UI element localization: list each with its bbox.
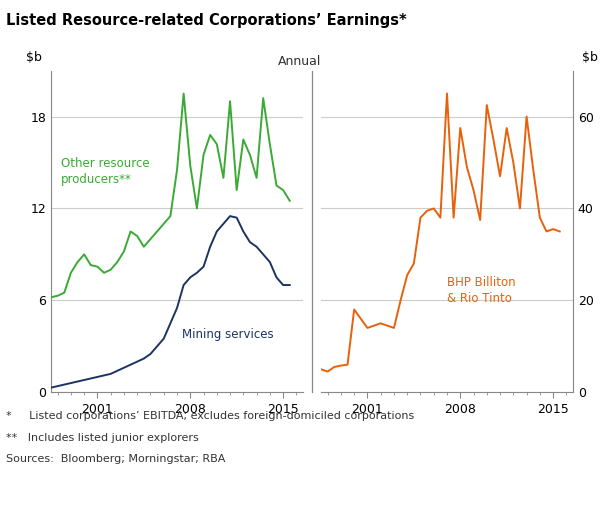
Text: BHP Billiton
& Rio Tinto: BHP Billiton & Rio Tinto: [447, 277, 515, 305]
Text: Other resource
producers**: Other resource producers**: [61, 157, 150, 186]
Text: $b: $b: [583, 51, 598, 64]
Text: Annual: Annual: [278, 55, 322, 68]
Text: Mining services: Mining services: [182, 328, 274, 341]
Text: $b: $b: [26, 51, 41, 64]
Text: Sources:  Bloomberg; Morningstar; RBA: Sources: Bloomberg; Morningstar; RBA: [6, 454, 226, 464]
Text: *     Listed corporations’ EBITDA; excludes foreign-domiciled corporations: * Listed corporations’ EBITDA; excludes …: [6, 411, 414, 420]
Text: Listed Resource-related Corporations’ Earnings*: Listed Resource-related Corporations’ Ea…: [6, 13, 407, 28]
Text: **   Includes listed junior explorers: ** Includes listed junior explorers: [6, 433, 199, 442]
